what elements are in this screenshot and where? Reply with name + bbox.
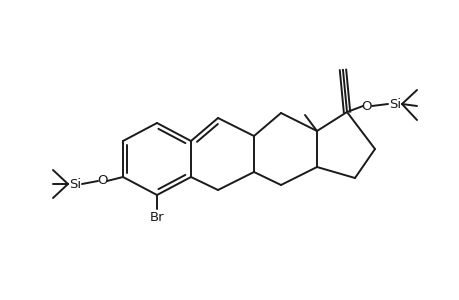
Text: Si: Si bbox=[69, 178, 81, 190]
Text: Si: Si bbox=[388, 98, 400, 110]
Text: O: O bbox=[98, 175, 108, 188]
Text: O: O bbox=[361, 100, 371, 112]
Text: Br: Br bbox=[149, 212, 164, 224]
